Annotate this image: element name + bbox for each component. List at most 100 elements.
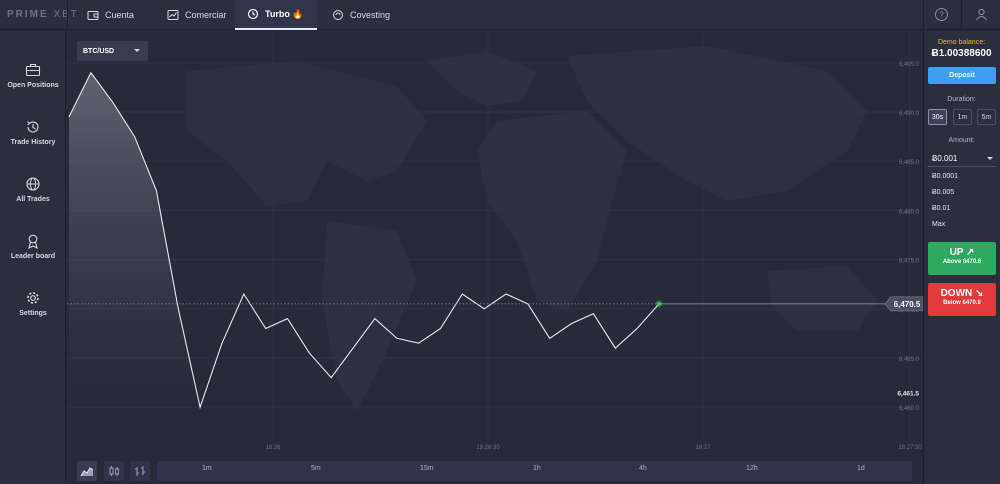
medal-icon: [28, 234, 38, 249]
bars-icon: [135, 466, 145, 476]
sidebar-item-label: All Trades: [16, 196, 50, 203]
down-button[interactable]: DOWN ↘ Below 6470.6: [928, 283, 996, 316]
divider: [961, 0, 962, 30]
sidebar-item-trade-history[interactable]: Trade History: [0, 119, 66, 146]
amount-select[interactable]: Ƀ0.001: [928, 151, 996, 167]
gear-icon: [27, 292, 39, 304]
deposit-button[interactable]: Deposit: [928, 67, 996, 84]
pair-selected: BTC/USD: [83, 47, 115, 55]
divider: [923, 0, 924, 30]
range-15m[interactable]: 15m: [420, 465, 434, 472]
amount-option[interactable]: Max: [932, 221, 946, 228]
demo-balance-label: Demo balance:: [937, 39, 986, 46]
amount-option[interactable]: Ƀ0.005: [932, 189, 955, 196]
duration-30s[interactable]: 30s: [928, 109, 947, 125]
candles-mode-button[interactable]: [104, 461, 124, 481]
sidebar-item-label: Open Positions: [7, 82, 59, 89]
pair-selector[interactable]: BTC/USD: [77, 41, 148, 61]
current-price-label: 6,470.5: [894, 300, 921, 309]
world-map-background: [187, 46, 877, 411]
wallet-icon: [87, 11, 99, 20]
low-marker-label: 6,461.5: [897, 390, 919, 397]
y-tick-label: 6,490.0: [899, 111, 920, 117]
covesting-icon: [333, 10, 343, 20]
amount-label: Amount:: [948, 137, 975, 144]
amount-option[interactable]: Ƀ0.0001: [932, 173, 959, 180]
sidebar-item-label: Settings: [19, 310, 47, 317]
turbo-clock-icon: [247, 8, 259, 20]
x-tick-label: 18:26: [265, 445, 281, 451]
amount-option[interactable]: Ƀ0.01: [932, 205, 951, 212]
x-tick-label: 18:26:30: [476, 445, 500, 451]
sidebar: Open Positions Trade History All Trades …: [0, 31, 66, 484]
duration-label: Duration:: [947, 96, 976, 103]
amount-value: Ƀ0.001: [932, 154, 958, 163]
sidebar-item-label: Leader board: [10, 253, 56, 260]
line-chart-mode-button[interactable]: [77, 461, 97, 481]
sidebar-item-open-positions[interactable]: Open Positions: [0, 62, 66, 89]
tab-label: Turbo 🔥: [265, 8, 304, 19]
chart-svg: 6,495.0 6,490.0 6,485.0 6,480.0 6,475.0 6,470…: [67, 31, 923, 451]
duration-5m[interactable]: 5m: [977, 109, 996, 125]
chart-window-icon: [167, 10, 179, 20]
low-marker-tag: [895, 387, 922, 398]
tab-label: Cuenta: [105, 10, 135, 20]
bars-mode-button[interactable]: [130, 461, 150, 481]
up-button[interactable]: UP ↗ Above 6470.6: [928, 242, 996, 275]
down-sub: Below 6470.6: [943, 300, 981, 306]
candles-icon: [109, 466, 119, 476]
user-icon[interactable]: [974, 7, 989, 22]
briefcase-icon: [25, 63, 41, 77]
range-1h[interactable]: 1h: [533, 465, 541, 472]
sidebar-item-settings[interactable]: Settings: [0, 290, 66, 317]
line-chart-icon: [80, 467, 94, 477]
range-1d[interactable]: 1d: [857, 465, 865, 472]
y-tick-label: 6,480.0: [899, 209, 920, 215]
tab-covesting[interactable]: Covesting: [320, 0, 410, 30]
tab-label: Covesting: [350, 10, 391, 20]
range-1m[interactable]: 1m: [202, 465, 212, 472]
tab-comerciar[interactable]: Comerciar: [155, 0, 235, 30]
duration-1m[interactable]: 1m: [953, 109, 972, 125]
y-tick-label: 6,495.0: [899, 62, 920, 68]
series-line: [68, 71, 660, 410]
history-icon: [27, 121, 39, 133]
range-5m[interactable]: 5m: [311, 465, 321, 472]
y-tick-label: 6,475.0: [899, 259, 920, 265]
sidebar-item-leader-board[interactable]: Leader board: [0, 233, 66, 260]
current-point: [657, 302, 661, 306]
price-chart[interactable]: 6,495.0 6,490.0 6,485.0 6,480.0 6,475.0 6,470…: [67, 31, 923, 457]
logo[interactable]: PRIME XBT: [7, 9, 79, 20]
help-icon[interactable]: ?: [934, 7, 949, 22]
y-tick-label: 6,485.0: [899, 160, 920, 166]
balance-value: Ƀ1.00388600: [931, 48, 992, 59]
globe-icon: [26, 177, 40, 191]
divider: [67, 0, 68, 30]
chevron-down-icon: [987, 157, 993, 160]
series-area: [69, 72, 201, 441]
sidebar-item-all-trades[interactable]: All Trades: [0, 176, 66, 203]
down-label: DOWN ↘: [940, 288, 984, 299]
tab-cuenta[interactable]: Cuenta: [75, 0, 155, 30]
y-tick-label: 6,465.0: [899, 357, 920, 363]
y-tick-label: 6,460.0: [899, 406, 920, 412]
range-strip: [157, 461, 912, 481]
logo-sub: XBT: [53, 9, 78, 20]
up-sub: Above 6470.6: [942, 259, 982, 265]
chart-grid: [67, 31, 923, 441]
range-12h[interactable]: 12h: [746, 465, 758, 472]
axis-labels: 6,495.0 6,490.0 6,485.0 6,480.0 6,475.0 6,470…: [265, 62, 923, 451]
current-price-tag: [884, 296, 923, 312]
range-4h[interactable]: 4h: [639, 465, 647, 472]
up-label: UP ↗: [949, 247, 975, 258]
sidebar-item-label: Trade History: [10, 139, 56, 146]
tab-turbo[interactable]: Turbo 🔥: [235, 0, 317, 30]
tab-label: Comerciar: [185, 10, 227, 20]
top-bar: PRIME XBT Cuenta Comerciar Turbo 🔥 Coves…: [0, 0, 1000, 30]
x-tick-label: 18:27:30: [898, 445, 922, 451]
chevron-down-icon: [134, 49, 140, 52]
x-tick-label: 18:27: [695, 445, 711, 451]
series-layer: [67, 71, 887, 441]
logo-main: PRIME: [7, 9, 49, 20]
